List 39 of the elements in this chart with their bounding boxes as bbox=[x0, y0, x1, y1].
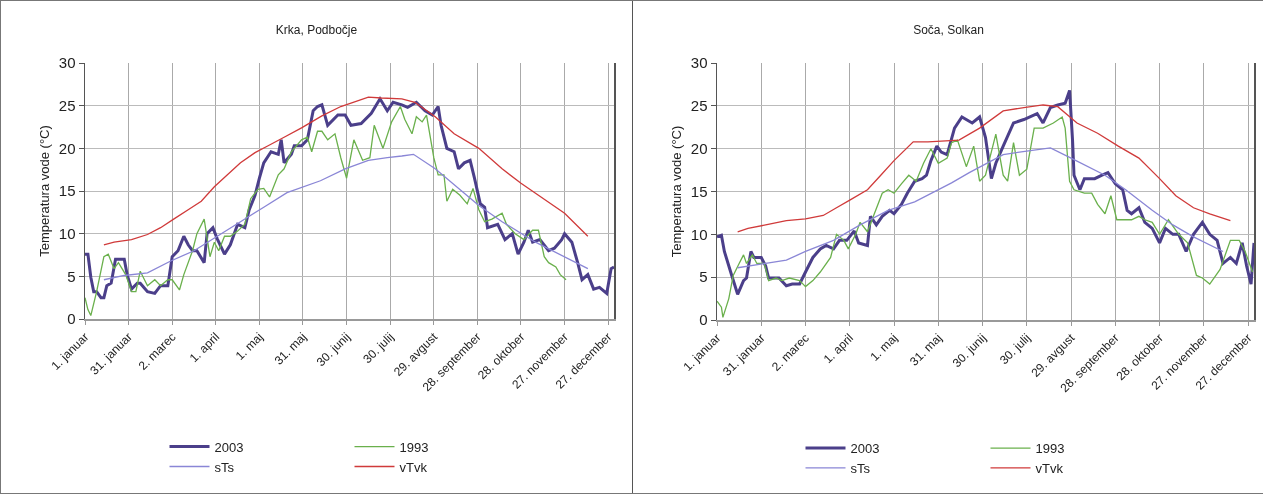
chart-title: Soča, Solkan bbox=[913, 23, 984, 37]
line-series bbox=[103, 153, 589, 281]
x-tick-label: 31. maj bbox=[271, 329, 310, 368]
y-tick-label: 0 bbox=[67, 310, 76, 328]
x-tick-label: 30. julij bbox=[996, 330, 1034, 368]
y-tick-label: 25 bbox=[690, 97, 708, 115]
line-series bbox=[85, 105, 567, 317]
y-tick-label: 15 bbox=[690, 182, 708, 200]
x-tick-label: 1. maj bbox=[232, 329, 266, 363]
y-tick-label: 0 bbox=[699, 311, 708, 329]
legend-label: sTs bbox=[214, 459, 235, 475]
y-tick-label: 5 bbox=[67, 267, 76, 285]
chart-title: Krka, Podbočje bbox=[275, 23, 358, 37]
y-tick-label: 10 bbox=[58, 224, 76, 242]
line-series bbox=[737, 104, 1232, 233]
legend-label: 2003 bbox=[850, 441, 880, 457]
x-tick-label: 1. maj bbox=[867, 330, 901, 364]
line-series bbox=[737, 147, 1224, 269]
y-axis-title: Temperatura vode (°C) bbox=[668, 125, 684, 258]
line-series bbox=[717, 88, 1254, 296]
legend-label: 2003 bbox=[214, 439, 244, 455]
y-tick-label: 15 bbox=[58, 182, 76, 200]
line-series bbox=[103, 96, 589, 246]
y-tick-label: 20 bbox=[58, 139, 76, 157]
y-tick-label: 25 bbox=[58, 96, 76, 114]
x-tick-label: 31. maj bbox=[906, 330, 945, 369]
legend-label: 1993 bbox=[399, 439, 429, 455]
y-tick-label: 30 bbox=[58, 54, 76, 72]
legend-label: vTvk bbox=[399, 459, 428, 475]
y-tick-label: 10 bbox=[690, 225, 708, 243]
legend-label: 1993 bbox=[1035, 441, 1065, 457]
y-tick-label: 30 bbox=[690, 54, 708, 72]
y-axis-title: Temperatura vode (°C) bbox=[36, 125, 52, 257]
line-series bbox=[85, 97, 614, 300]
x-tick-label: 30. julij bbox=[360, 329, 397, 367]
y-tick-label: 5 bbox=[699, 268, 708, 286]
legend-label: vTvk bbox=[1035, 461, 1064, 476]
y-tick-label: 20 bbox=[690, 139, 708, 157]
legend-label: sTs bbox=[850, 461, 871, 476]
